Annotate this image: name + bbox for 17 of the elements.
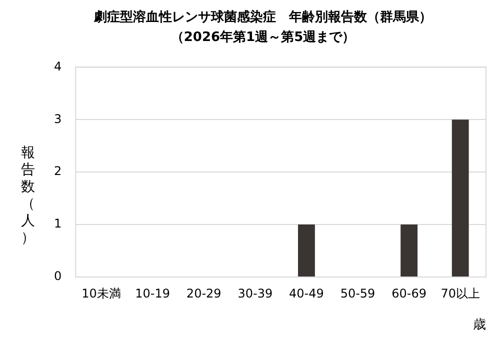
x-tick-label: 40-49 <box>289 286 324 300</box>
y-tick-label: 4 <box>54 59 62 74</box>
y-tick-label: 3 <box>54 112 62 126</box>
x-tick-label: 20-29 <box>186 286 222 300</box>
y-tick-label: 0 <box>54 269 62 284</box>
x-axis-title: 歳 <box>473 318 486 333</box>
x-tick-label: 30-39 <box>238 286 273 300</box>
y-axis-title: 報告数（人） <box>20 145 36 247</box>
x-tick-label: 70以上 <box>440 286 480 300</box>
y-tick-label: 2 <box>54 164 62 178</box>
x-tick-label: 60-69 <box>392 286 426 300</box>
y-tick-label: 1 <box>54 216 62 231</box>
chart-title: 劇症型溶血性レンサ球菌感染症 年齢別報告数（群馬県） <box>93 9 432 26</box>
x-tick-label: 50-59 <box>340 286 376 300</box>
chart-subtitle: （2026年第1週～第5週まで） <box>170 30 356 45</box>
x-tick-label: 10-19 <box>135 286 170 300</box>
x-tick-label: 10未満 <box>82 286 121 300</box>
